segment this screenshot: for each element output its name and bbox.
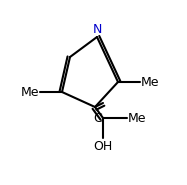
Text: Me: Me xyxy=(21,85,39,98)
Text: Me: Me xyxy=(128,112,146,125)
Text: OH: OH xyxy=(93,140,113,153)
Text: N: N xyxy=(92,23,102,36)
Text: C: C xyxy=(93,112,102,125)
Text: Me: Me xyxy=(141,75,160,88)
